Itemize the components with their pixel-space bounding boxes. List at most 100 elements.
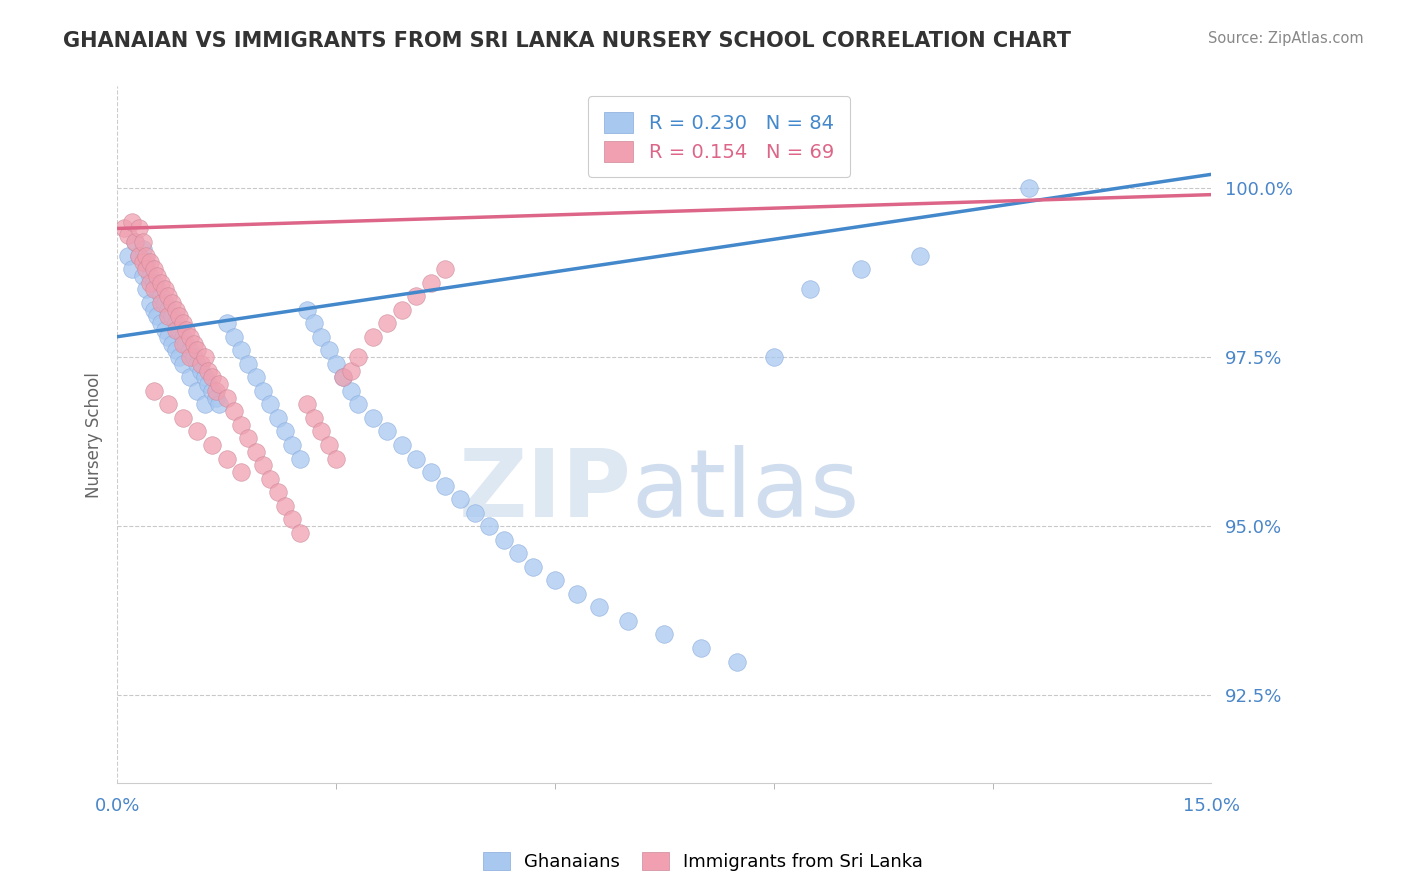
Point [165,302,187,317]
Point [332,370,354,384]
Point [405,451,427,466]
Text: Source: ZipAtlas.com: Source: ZipAtlas.com [1208,31,1364,46]
Point [508,546,530,560]
Point [132,255,155,269]
Point [142,262,165,277]
Point [186,384,208,398]
Point [391,302,413,317]
Point [245,370,267,384]
Point [799,282,821,296]
Point [179,343,201,358]
Point [347,350,370,364]
Point [183,350,205,364]
Point [302,316,325,330]
Point [135,255,157,269]
Point [197,363,219,377]
Point [295,302,318,317]
Point [405,289,427,303]
Point [391,438,413,452]
Point [361,411,384,425]
Point [288,526,311,541]
Point [231,343,253,358]
Point [419,465,441,479]
Point [197,377,219,392]
Point [231,465,253,479]
Point [142,282,165,296]
Point [165,343,187,358]
Point [851,262,873,277]
Point [165,316,187,330]
Legend: R = 0.230   N = 84, R = 0.154   N = 69: R = 0.230 N = 84, R = 0.154 N = 69 [589,96,849,178]
Point [157,330,180,344]
Point [311,425,333,439]
Point [201,384,224,398]
Point [544,574,567,588]
Point [325,357,347,371]
Point [153,296,176,310]
Point [259,397,281,411]
Point [172,330,194,344]
Point [186,425,208,439]
Point [204,384,226,398]
Point [281,512,304,526]
Point [146,268,169,283]
Point [139,255,162,269]
Point [725,655,748,669]
Point [160,336,183,351]
Text: GHANAIAN VS IMMIGRANTS FROM SRI LANKA NURSERY SCHOOL CORRELATION CHART: GHANAIAN VS IMMIGRANTS FROM SRI LANKA NU… [63,31,1071,51]
Point [245,444,267,458]
Point [149,276,172,290]
Point [266,485,288,500]
Point [215,391,238,405]
Point [231,417,253,432]
Point [146,310,169,324]
Point [339,384,361,398]
Point [449,492,471,507]
Point [588,600,610,615]
Point [274,499,297,513]
Point [142,384,165,398]
Text: ZIP: ZIP [458,444,631,537]
Point [281,438,304,452]
Point [295,397,318,411]
Point [194,397,217,411]
Point [124,235,146,249]
Point [208,377,231,392]
Point [259,472,281,486]
Point [153,282,176,296]
Y-axis label: Nursery School: Nursery School [86,372,103,498]
Point [325,451,347,466]
Point [172,411,194,425]
Point [146,282,169,296]
Point [492,533,515,547]
Point [132,268,155,283]
Point [762,350,785,364]
Point [149,316,172,330]
Point [204,391,226,405]
Point [121,262,143,277]
Point [160,310,183,324]
Point [176,336,198,351]
Point [1018,181,1040,195]
Point [172,336,194,351]
Point [419,276,441,290]
Point [215,451,238,466]
Point [222,404,245,418]
Point [186,357,208,371]
Point [194,350,217,364]
Point [183,336,205,351]
Text: atlas: atlas [631,444,859,537]
Point [135,262,157,277]
Point [128,248,150,262]
Point [139,276,162,290]
Point [167,350,190,364]
Point [318,438,340,452]
Point [142,276,165,290]
Point [128,221,150,235]
Point [132,242,155,256]
Point [135,282,157,296]
Point [190,357,212,371]
Point [288,451,311,466]
Point [347,397,370,411]
Point [167,323,190,337]
